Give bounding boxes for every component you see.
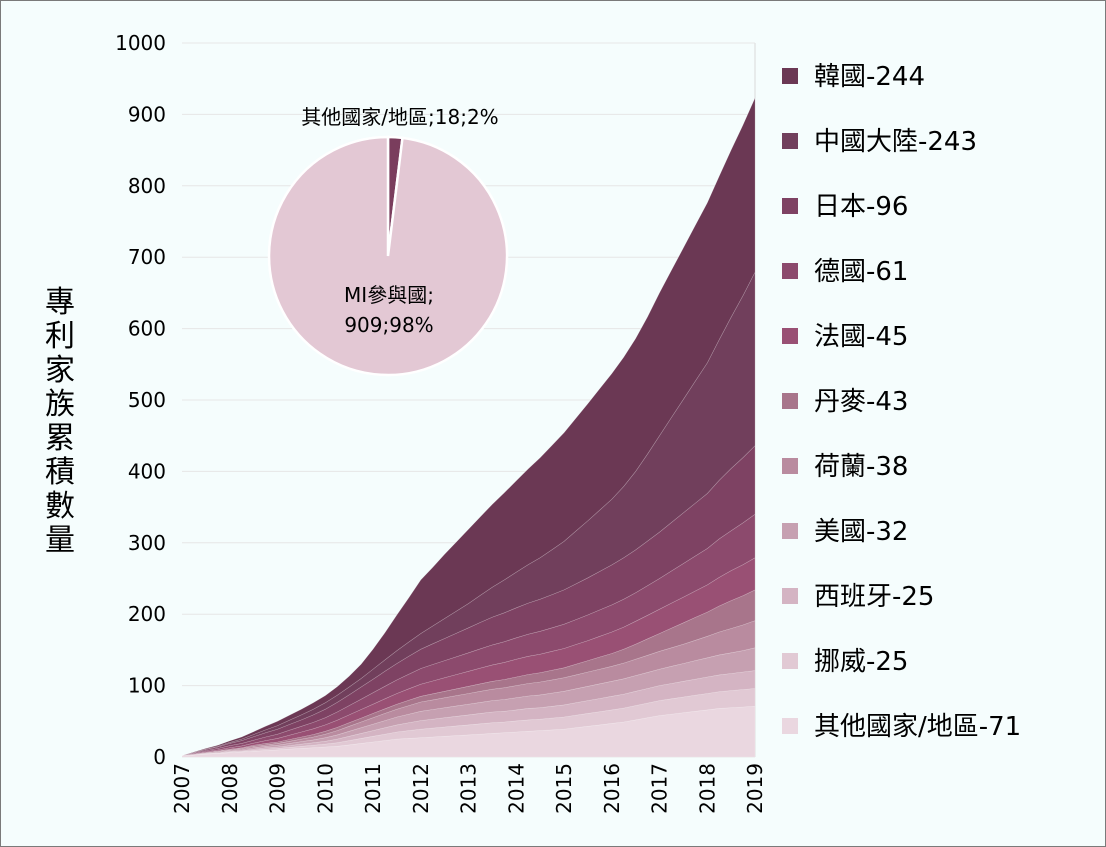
y-tick-label-0: 0 — [153, 745, 166, 769]
y-tick-label-100: 100 — [128, 674, 166, 698]
legend-swatch-4 — [782, 328, 798, 344]
y-tick-label-400: 400 — [128, 459, 166, 483]
legend-label-8: 西班牙-25 — [814, 582, 934, 612]
y-axis-label: 專利家族累積數量 — [45, 285, 75, 558]
y-tick-label-700: 700 — [128, 245, 166, 269]
x-tick-label-2013: 2013 — [457, 763, 481, 814]
x-tick-label-2014: 2014 — [504, 763, 528, 814]
pie-other-label: 其他國家/地區;18;2% — [301, 105, 498, 129]
legend-label-2: 日本-96 — [814, 192, 908, 222]
x-tick-label-2019: 2019 — [743, 763, 767, 814]
y-tick-label-800: 800 — [128, 174, 166, 198]
legend-label-6: 荷蘭-38 — [814, 452, 908, 482]
y-tick-label-1000: 1000 — [115, 31, 166, 55]
legend-label-1: 中國大陸-243 — [814, 127, 977, 157]
y-axis: 0 100 200 300 400 500 600 700 800 900 1000 — [115, 31, 166, 769]
legend-label-3: 德國-61 — [814, 257, 908, 287]
legend-label-7: 美國-32 — [814, 517, 908, 547]
y-tick-label-200: 200 — [128, 602, 166, 626]
legend-swatch-8 — [782, 588, 798, 604]
inset-pie-chart: 其他國家/地區;18;2% MI參與國; 909;98% — [269, 105, 507, 375]
y-tick-label-900: 900 — [128, 102, 166, 126]
legend-label-0: 韓國-244 — [814, 62, 925, 92]
legend-swatch-10 — [782, 718, 798, 734]
y-axis-label-char: 專 — [45, 285, 75, 320]
x-tick-label-2016: 2016 — [600, 763, 624, 814]
y-tick-label-300: 300 — [128, 531, 166, 555]
legend-label-4: 法國-45 — [814, 322, 908, 352]
pie-main-label-line2: 909;98% — [344, 313, 433, 337]
y-tick-label-600: 600 — [128, 317, 166, 341]
x-tick-label-2010: 2010 — [313, 763, 337, 814]
legend-swatch-9 — [782, 653, 798, 669]
y-axis-label-char: 家 — [45, 353, 75, 388]
legend-swatch-3 — [782, 263, 798, 279]
x-tick-label-2009: 2009 — [266, 763, 290, 814]
legend-swatch-2 — [782, 198, 798, 214]
legend-swatch-0 — [782, 68, 798, 84]
x-tick-label-2012: 2012 — [409, 763, 433, 814]
legend-swatch-1 — [782, 133, 798, 149]
y-axis-label-char: 數 — [45, 489, 75, 524]
pie-main-label-line1: MI參與國; — [344, 283, 434, 307]
legend-swatch-6 — [782, 458, 798, 474]
x-tick-label-2015: 2015 — [552, 763, 576, 814]
pie-slice-mi-members — [269, 137, 507, 375]
y-axis-label-char: 積 — [45, 455, 75, 490]
x-tick-label-2007: 2007 — [170, 763, 194, 814]
legend-label-5: 丹麥-43 — [814, 387, 908, 417]
x-tick-label-2008: 2008 — [218, 763, 242, 814]
y-tick-label-500: 500 — [128, 388, 166, 412]
legend-label-9: 挪威-25 — [814, 647, 908, 677]
x-tick-label-2017: 2017 — [648, 763, 672, 814]
y-axis-label-char: 族 — [45, 387, 75, 422]
legend-swatch-5 — [782, 393, 798, 409]
y-axis-label-char: 量 — [45, 523, 75, 558]
legend-swatch-7 — [782, 523, 798, 539]
legend: 韓國-244 中國大陸-243 日本-96 德國-61 法國-45 丹麥-43 荷蘭-38 美… — [782, 62, 1021, 742]
x-tick-label-2018: 2018 — [695, 763, 719, 814]
x-axis: 2007 2008 2009 2010 2011 2012 2013 2014 2015 2016… — [170, 763, 767, 814]
y-axis-label-char: 累 — [45, 421, 75, 456]
legend-label-10: 其他國家/地區-71 — [814, 712, 1021, 742]
x-tick-label-2011: 2011 — [361, 763, 385, 814]
y-axis-label-char: 利 — [45, 319, 75, 354]
stacked-area-chart: 01002003004005006007008009001000 2007200… — [0, 0, 1106, 847]
